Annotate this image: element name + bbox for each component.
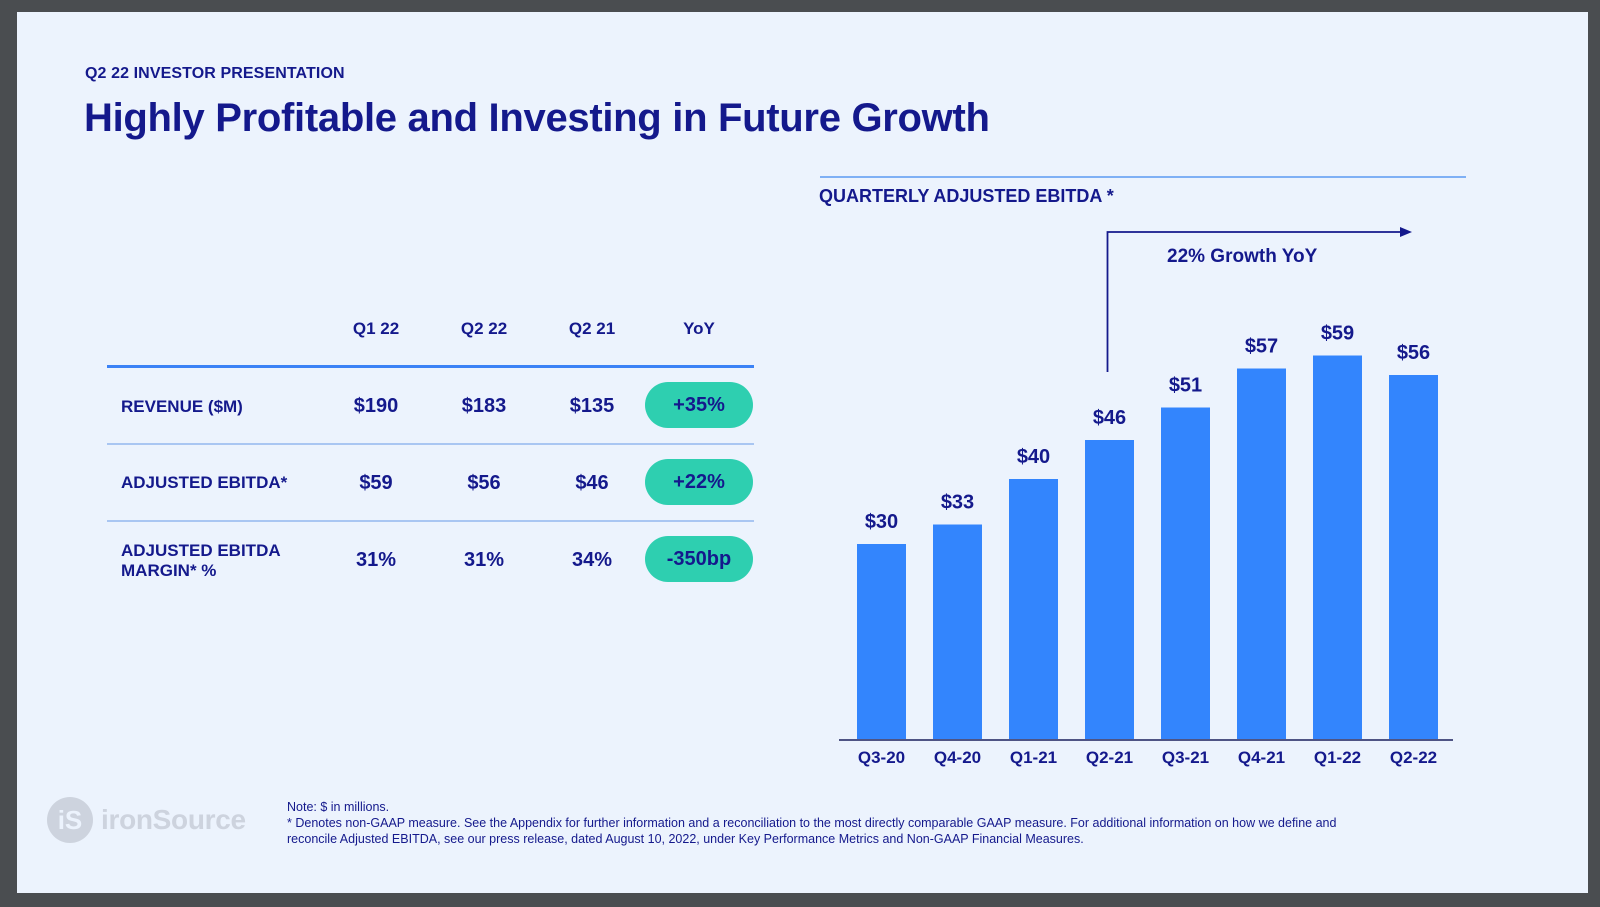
row-label-revenue: REVENUE ($M) — [121, 397, 243, 416]
growth-annotation-label: 22% Growth YoY — [1167, 246, 1318, 267]
revenue-q1-22: $190 — [353, 395, 399, 417]
data-label-Q3-21: $51 — [1169, 375, 1202, 397]
row-label-ebitda-margin: ADJUSTED EBITDA MARGIN* % — [121, 541, 281, 581]
footnote-disclaimer: * Denotes non-GAAP measure. See the Appe… — [287, 816, 1337, 846]
bar-Q2-22 — [1389, 375, 1438, 739]
footnote: Note: $ in millions. * Denotes non-GAAP … — [287, 799, 1377, 847]
row-label-line: ADJUSTED EBITDA — [121, 541, 281, 560]
bar-Q3-21 — [1161, 407, 1210, 739]
ebitda-q1-22: $59 — [359, 472, 393, 494]
table-header-yoy: YoY — [683, 319, 715, 338]
bar-Q2-21 — [1085, 440, 1134, 739]
data-label-Q3-20: $30 — [865, 511, 898, 533]
bar-Q4-20 — [933, 524, 982, 739]
table-header-q1-22: Q1 22 — [352, 319, 400, 338]
data-label-Q1-21: $40 — [1017, 446, 1050, 468]
tick-label-Q2-21: Q2-21 — [1086, 748, 1133, 767]
tick-label-Q1-22: Q1-22 — [1314, 748, 1361, 767]
ebitda-yoy-badge: +22% — [645, 459, 753, 505]
slide: Q2 22 INVESTOR PRESENTATION Highly Profi… — [17, 12, 1588, 893]
tick-label-Q1-21: Q1-21 — [1010, 748, 1057, 767]
ebitda-q2-21: $46 — [575, 472, 609, 494]
revenue-yoy-badge: +35% — [645, 382, 753, 428]
growth-arrow-line — [1106, 231, 1400, 372]
table-row-divider — [107, 443, 754, 445]
tick-label-Q3-20: Q3-20 — [858, 748, 905, 767]
growth-arrow-head — [1400, 227, 1412, 237]
data-label-Q2-22: $56 — [1397, 342, 1430, 364]
tick-label-Q2-22: Q2-22 — [1390, 748, 1437, 767]
margin-yoy-badge: -350bp — [645, 536, 753, 582]
ironsource-logo: iS ironSource — [47, 797, 246, 843]
tick-label-Q3-21: Q3-21 — [1162, 748, 1209, 767]
revenue-q2-22: $183 — [461, 395, 507, 417]
table-header-q2-21: Q2 21 — [568, 319, 616, 338]
logo-wordmark: ironSource — [101, 804, 246, 835]
page-title: Highly Profitable and Investing in Futur… — [84, 96, 990, 140]
ebitda-bar-chart: $30 Q3-20 $33 Q4-20 $40 Q1-21 $46 Q2-21 $51 Q3-21… — [839, 227, 1453, 767]
bar-Q4-21 — [1237, 368, 1286, 739]
data-label-Q1-22: $59 — [1321, 323, 1354, 345]
margin-q2-21: 34% — [571, 549, 613, 571]
data-label-Q2-21: $46 — [1093, 407, 1126, 429]
tick-label-Q4-20: Q4-20 — [934, 748, 981, 767]
tick-label-Q4-21: Q4-21 — [1238, 748, 1285, 767]
chart-top-rule — [820, 176, 1466, 178]
chart-title: QUARTERLY ADJUSTED EBITDA * — [819, 186, 1114, 206]
data-label-Q4-20: $33 — [941, 492, 974, 514]
table-header-divider — [107, 365, 754, 368]
row-label-line: MARGIN* % — [121, 561, 217, 580]
presentation-kicker: Q2 22 INVESTOR PRESENTATION — [85, 65, 345, 82]
ebitda-q2-22: $56 — [467, 472, 501, 494]
row-label-adjusted-ebitda: ADJUSTED EBITDA* — [121, 473, 288, 492]
bar-Q1-21 — [1009, 479, 1058, 739]
table-header-q2-22: Q2 22 — [460, 319, 508, 338]
ironsource-logo-mark: iS — [47, 797, 93, 843]
margin-q1-22: 31% — [355, 549, 397, 571]
data-label-Q4-21: $57 — [1245, 336, 1278, 358]
bar-Q3-20 — [857, 544, 906, 739]
revenue-q2-21: $135 — [569, 395, 615, 417]
table-row-divider — [107, 520, 754, 522]
footnote-note: Note: $ in millions. — [287, 800, 390, 814]
bar-Q1-22 — [1313, 355, 1362, 739]
margin-q2-22: 31% — [463, 549, 505, 571]
